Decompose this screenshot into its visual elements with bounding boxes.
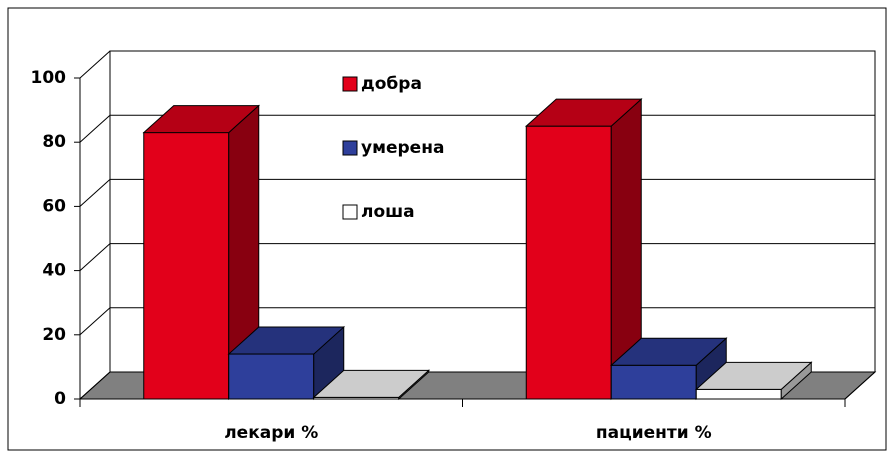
bar-front [143,132,230,400]
bar [312,369,431,401]
bar [227,325,346,401]
x-tick-label: лекари % [224,423,318,443]
legend-label: умерена [361,138,444,158]
bar [609,337,728,401]
bar-top [312,369,431,398]
bar-front [228,353,315,400]
left-wall-line [79,371,111,400]
bar-top [524,98,643,127]
bar-front [695,388,782,400]
y-tick-label: 20 [42,325,66,345]
x-tick-label: пациенти % [596,423,712,443]
bar-top [609,337,728,366]
left-wall-line [79,307,111,336]
left-wall-line [79,114,111,143]
left-wall-line [79,243,111,271]
bar [694,361,813,401]
bar-front [525,125,612,400]
floor-right [844,371,876,400]
y-tick-label: 60 [42,196,66,216]
legend-label: лоша [361,202,415,222]
bar [142,104,261,401]
legend-label: добра [361,74,422,94]
bar [524,98,643,401]
y-tick-label: 100 [31,68,67,88]
y-tick-label: 0 [54,389,66,409]
bar-top [227,326,346,355]
left-wall-line [79,179,111,207]
legend-swatch [342,76,358,92]
bar-top [694,361,813,390]
bar-top [142,105,261,134]
legend-swatch [342,204,358,220]
left-wall-line [79,50,111,79]
legend-swatch [342,140,358,156]
bar-front [610,364,697,400]
y-tick-label: 80 [42,132,66,152]
y-tick-label: 40 [42,261,66,281]
